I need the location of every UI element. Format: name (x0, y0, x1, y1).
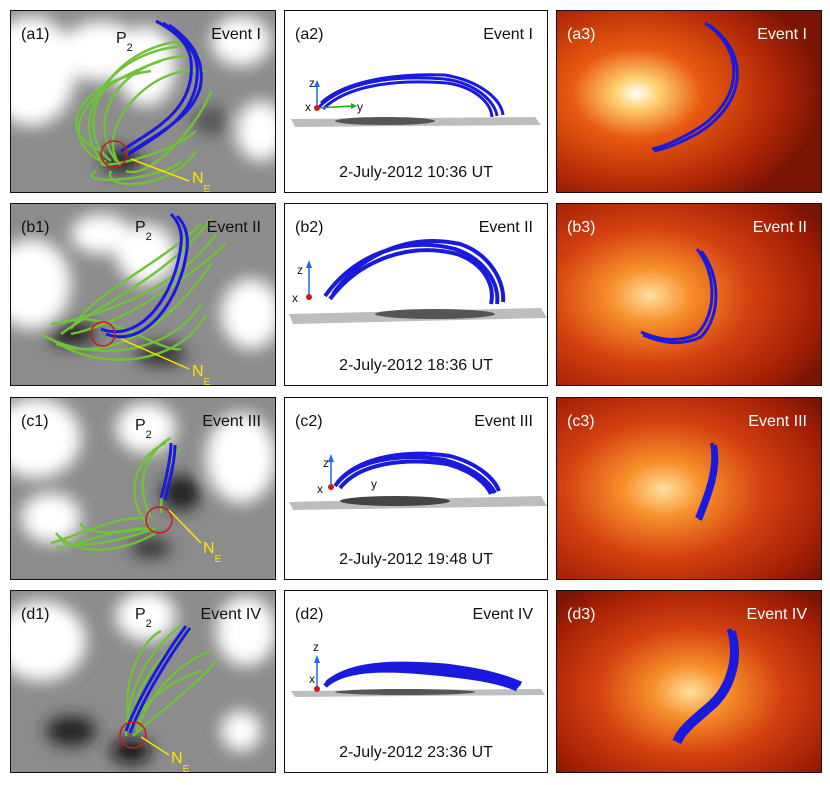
flux-rope-3d (289, 451, 547, 510)
panel-label: (d2) (295, 606, 324, 623)
panel-d2: (d2) Event IV z x 2-July-2012 23:36 UT (284, 590, 548, 773)
p2-label: P2 (135, 219, 152, 244)
panel-d1: (d1) P2 Event IV NE (10, 590, 276, 773)
flux-rope-3d (291, 655, 545, 697)
panel-c3: (c3) Event III (556, 397, 822, 580)
ne-label: NE (192, 363, 211, 386)
panel-a1: (a1) P2 Event I NE (10, 10, 276, 193)
event-label: Event I (211, 26, 261, 43)
ne-label: NE (203, 540, 222, 566)
panel-b2: (b2) Event II z x 2-July-2012 18:36 UT (284, 203, 548, 386)
event-label: Event II (478, 219, 533, 236)
y-axis-label: y (357, 100, 363, 114)
x-axis-label: x (292, 291, 298, 305)
x-axis-label: x (309, 672, 315, 686)
panel-label: (c2) (295, 413, 323, 430)
panel-label: (b1) (21, 219, 50, 236)
panel-label: (a1) (21, 26, 50, 43)
p2-label: P2 (135, 417, 152, 442)
panel-a2: (a2) Event I z x y 2-July-2012 10:36 UT (284, 10, 548, 193)
event-label: Event I (483, 26, 533, 43)
flux-rope-3d (291, 73, 541, 127)
panel-label: (b2) (295, 219, 324, 236)
event-label: Event II (206, 219, 261, 236)
panel-d3: (d3) Event IV (556, 590, 822, 773)
x-axis-label: x (305, 100, 311, 114)
magnetogram-field-lines (11, 11, 275, 192)
panel-b1: (b1) P2 Event II NE (10, 203, 276, 386)
p2-label: P2 (116, 30, 133, 55)
magnetogram-field-lines (11, 591, 275, 772)
euv-image (557, 204, 821, 385)
panel-label: (d1) (21, 606, 50, 623)
timestamp: 2-July-2012 10:36 UT (339, 164, 493, 181)
event-label: Event III (474, 413, 533, 430)
z-axis-label: z (309, 76, 315, 90)
z-axis-label: z (297, 263, 303, 277)
panel-c1: (c1) P2 Event III NE (10, 397, 276, 580)
p2-label: P2 (135, 606, 152, 631)
panel-label: (c1) (21, 413, 49, 430)
panel-label: (a3) (567, 26, 596, 43)
panel-label: (a2) (295, 26, 324, 43)
panel-c2: (c2) Event III z x y 2-July-2012 19:48 U… (284, 397, 548, 580)
event-label: Event III (748, 413, 807, 430)
magnetogram-field-lines (11, 204, 275, 385)
event-label: Event IV (746, 606, 807, 623)
timestamp: 2-July-2012 18:36 UT (339, 357, 493, 374)
euv-image (557, 398, 821, 579)
euv-image (557, 591, 821, 772)
z-axis-label: z (313, 640, 319, 654)
panel-label: (d3) (567, 606, 596, 623)
event-label: Event I (757, 26, 807, 43)
event-label: Event II (752, 219, 807, 236)
panel-a3: (a3) Event I (556, 10, 822, 193)
z-axis-label: z (323, 456, 329, 470)
event-label: Event IV (472, 606, 533, 623)
y-axis-label: y (371, 477, 377, 491)
panel-label: (b3) (567, 219, 596, 236)
timestamp: 2-July-2012 19:48 UT (339, 551, 493, 568)
magnetogram-field-lines (11, 398, 275, 579)
panel-b3: (b3) Event II (556, 203, 822, 386)
euv-image (557, 11, 821, 192)
event-label: Event IV (200, 606, 261, 623)
ne-label: NE (171, 750, 190, 773)
panel-label: (c3) (567, 413, 595, 430)
event-label: Event III (202, 413, 261, 430)
flux-rope-3d (289, 239, 547, 324)
timestamp: 2-July-2012 23:36 UT (339, 744, 493, 761)
ne-label: NE (192, 170, 211, 193)
x-axis-label: x (317, 482, 323, 496)
